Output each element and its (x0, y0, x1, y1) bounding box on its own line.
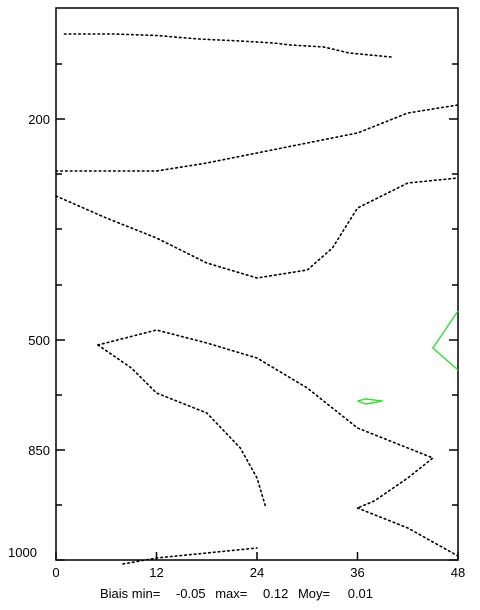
bias-mean-value: 0.01 (348, 586, 373, 601)
bias-summary: Biais min= -0.05 max= 0.12 Moy= 0.01 (100, 586, 373, 601)
bias-min-label: Biais min= (100, 586, 160, 601)
contour-line-7 (431, 310, 459, 371)
bias-min-value: -0.05 (176, 586, 206, 601)
plot-frame (55, 7, 459, 561)
contour-line-1 (55, 104, 459, 172)
y-axis-label-1000: 1000 (8, 545, 37, 560)
x-tick-label-24: 24 (250, 565, 264, 580)
x-tick-label-48: 48 (451, 565, 465, 580)
contour-line-2 (55, 177, 459, 279)
bias-max-label: max= (215, 586, 247, 601)
x-tick-label-12: 12 (149, 565, 163, 580)
y-axis-ticks: 200 500 850 (28, 63, 458, 561)
bias-mean-label: Moy= (298, 586, 330, 601)
x-tick-label-36: 36 (350, 565, 364, 580)
contour-line-0 (63, 33, 392, 58)
x-axis-ticks: 0 12 24 36 48 (52, 552, 465, 580)
y-tick-label-500: 500 (28, 333, 50, 348)
contour-line-3 (97, 329, 435, 509)
bias-max-value: 0.12 (263, 586, 288, 601)
y-tick-label-850: 850 (28, 443, 50, 458)
contour-line-8 (357, 398, 383, 405)
contour-lines (55, 33, 459, 565)
x-tick-label-0: 0 (52, 565, 59, 580)
contour-line-4 (97, 344, 267, 507)
y-tick-label-200: 200 (28, 112, 50, 127)
contour-line-6 (122, 547, 258, 565)
contour-line-5 (356, 507, 459, 557)
